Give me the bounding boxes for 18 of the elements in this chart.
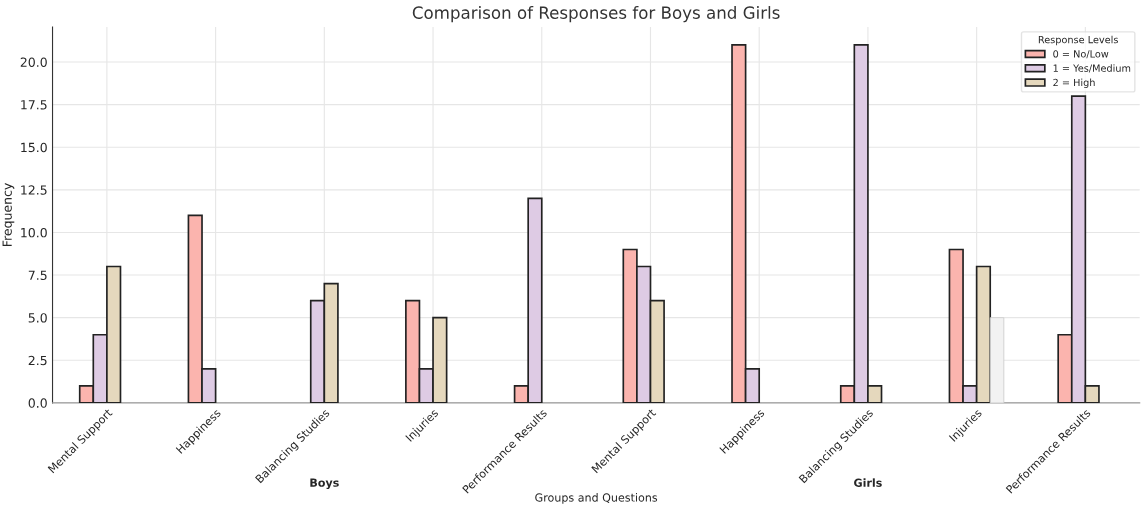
text: Girls bbox=[854, 478, 882, 487]
legend-title: Response Levels bbox=[1038, 35, 1118, 46]
y-tick-label: 7.5 bbox=[28, 270, 47, 280]
y-tick-label: 10.0 bbox=[21, 227, 47, 238]
x-axis-title: Groups and Questions bbox=[535, 493, 658, 504]
y-tick-label: 17.5 bbox=[21, 100, 47, 110]
y-tick-label: 2.5 bbox=[28, 355, 47, 366]
y-tick-label: 15.0 bbox=[21, 142, 47, 153]
y-tick-label: 5.0 bbox=[28, 313, 47, 323]
legend-label: 2 = High bbox=[1053, 78, 1095, 88]
chart-title: Comparison of Responses for Boys and Girls bbox=[412, 6, 780, 23]
legend-label: 1 = Yes/Medium bbox=[1053, 64, 1131, 73]
y-tick-label: 0.0 bbox=[28, 398, 47, 408]
y-axis-title: Frequency bbox=[2, 183, 15, 247]
y-tick-label: 20.0 bbox=[20, 57, 47, 67]
text: Boys bbox=[310, 478, 339, 490]
legend-label: 0 = No/Low bbox=[1053, 50, 1109, 59]
y-tick-label: 12.5 bbox=[21, 185, 47, 195]
